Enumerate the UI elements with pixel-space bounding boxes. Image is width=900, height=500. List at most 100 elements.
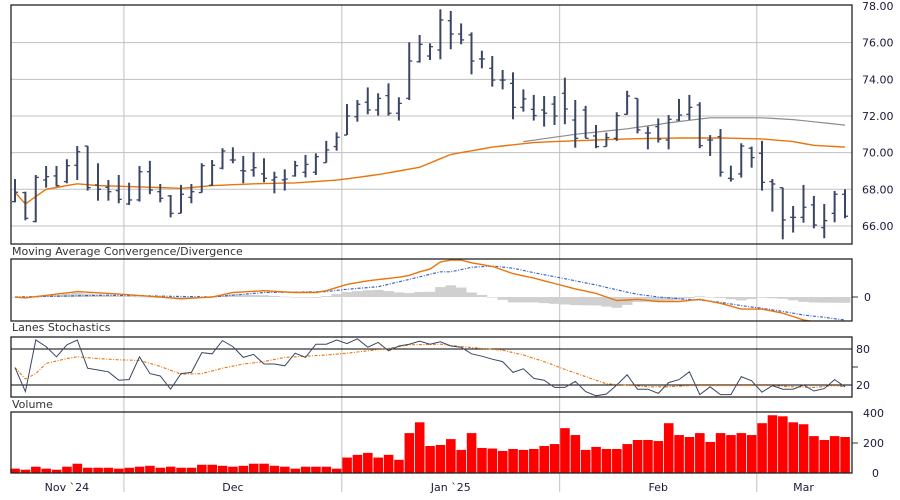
volume-bar: [663, 423, 674, 473]
macd-histogram-bar: [341, 292, 353, 297]
ohlc-bar: [603, 132, 610, 148]
volume-tick-label: 200: [863, 437, 884, 450]
stochastics-k-line: [14, 338, 846, 397]
volume-bar: [622, 444, 632, 473]
volume-bar: [643, 440, 653, 473]
volume-bar: [829, 436, 840, 473]
macd-histogram-bar: [653, 297, 664, 302]
ohlc-bar: [281, 169, 288, 191]
macd-histogram-bar: [611, 297, 623, 308]
macd-histogram-bar: [310, 297, 322, 298]
volume-bar: [321, 466, 332, 473]
volume-bar: [10, 468, 20, 473]
macd-line: [14, 259, 814, 321]
ohlc-bar: [520, 89, 527, 112]
vol-panel-frame: [10, 411, 853, 474]
macd-histogram-bar: [684, 297, 695, 298]
x-tick-label: Jan `25: [430, 481, 471, 494]
macd-histogram-bar: [144, 297, 156, 298]
volume-bar: [248, 463, 259, 473]
macd-histogram-bar: [538, 297, 550, 304]
volume-bar: [300, 466, 311, 473]
volume-bar: [20, 469, 31, 473]
volume-bar: [331, 468, 342, 473]
volume-bar: [757, 423, 767, 473]
x-tick-label: Dec: [222, 481, 243, 494]
price-tick-label: 70.00: [862, 147, 894, 160]
volume-tick-label: 400: [863, 407, 884, 420]
ohlc-bar: [655, 118, 662, 143]
ohlc-bar: [624, 90, 631, 115]
macd-histogram-bar: [372, 289, 384, 297]
ohlc-bar: [593, 124, 599, 149]
volume-bar: [819, 440, 830, 473]
volume-bar: [145, 465, 155, 473]
volume-panel-title: Volume: [12, 398, 53, 411]
volume-bar: [41, 468, 51, 473]
ohlc-bar: [478, 50, 485, 69]
macd-histogram-bar: [424, 291, 436, 297]
macd-histogram-bar: [352, 291, 363, 297]
macd-histogram-bar: [248, 294, 259, 297]
ohlc-bar: [302, 155, 309, 178]
volume-bar: [612, 449, 622, 473]
macd-histogram-bar: [445, 285, 457, 297]
price-tick-label: 74.00: [862, 73, 894, 86]
stochastics-d-line: [14, 343, 846, 388]
price-tick-label: 66.00: [862, 220, 894, 233]
macd-histogram-bar: [72, 292, 83, 297]
volume-bar: [840, 437, 850, 473]
ohlc-bar: [696, 102, 703, 149]
volume-bar: [93, 467, 103, 473]
ohlc-bar: [312, 153, 319, 176]
ohlc-bar: [167, 194, 174, 218]
macd-histogram-bar: [528, 297, 540, 303]
macd-histogram-bar: [331, 294, 342, 297]
macd-histogram-bar: [725, 297, 737, 300]
grid-layer: [11, 5, 852, 492]
volume-bar: [632, 440, 643, 473]
macd-histogram-bar: [570, 297, 581, 306]
ohlc-bar: [95, 163, 101, 201]
volume-bar: [788, 422, 798, 473]
macd-histogram-bar: [580, 297, 591, 306]
volume-bar: [51, 469, 62, 473]
ohlc-bar: [561, 77, 568, 125]
volume-bar: [591, 446, 601, 473]
volume-bar: [435, 444, 446, 473]
volume-bar: [62, 466, 72, 473]
macd-panel-frame: [10, 258, 853, 322]
volume-bar: [560, 428, 570, 473]
macd-histogram-bar: [663, 297, 674, 301]
ohlc-bar: [188, 183, 195, 204]
volume-bar: [394, 459, 404, 473]
ohlc-bar: [12, 179, 18, 203]
ohlc-bar: [406, 42, 413, 101]
ohlc-bar: [842, 189, 848, 219]
ohlc-bar: [644, 126, 651, 150]
ohlc-bar: [686, 94, 693, 121]
macd-histogram-bar: [839, 297, 851, 303]
volume-bar: [809, 436, 819, 473]
volume-bar: [466, 433, 477, 473]
volume-bar: [746, 435, 757, 473]
volume-bar: [684, 437, 695, 473]
volume-bar: [580, 449, 591, 473]
volume-bar: [197, 464, 207, 473]
ohlc-bar: [582, 105, 589, 139]
ohlc-bar: [43, 166, 50, 188]
ohlc-bar: [385, 83, 392, 116]
ohlc-bar: [727, 165, 734, 182]
volume-bar: [736, 433, 747, 473]
macd-histogram-bar: [767, 297, 778, 299]
ohlc-bar: [416, 34, 423, 63]
macd-histogram-bar: [487, 297, 498, 298]
ohlc-bar: [323, 140, 330, 164]
macd-histogram-bar: [497, 297, 508, 300]
ohlc-bar: [779, 187, 786, 240]
macd-histogram-bar: [736, 297, 747, 301]
ohlc-bar: [790, 205, 797, 233]
ohlc-bar: [707, 135, 714, 156]
macd-histogram-bar: [715, 297, 726, 298]
